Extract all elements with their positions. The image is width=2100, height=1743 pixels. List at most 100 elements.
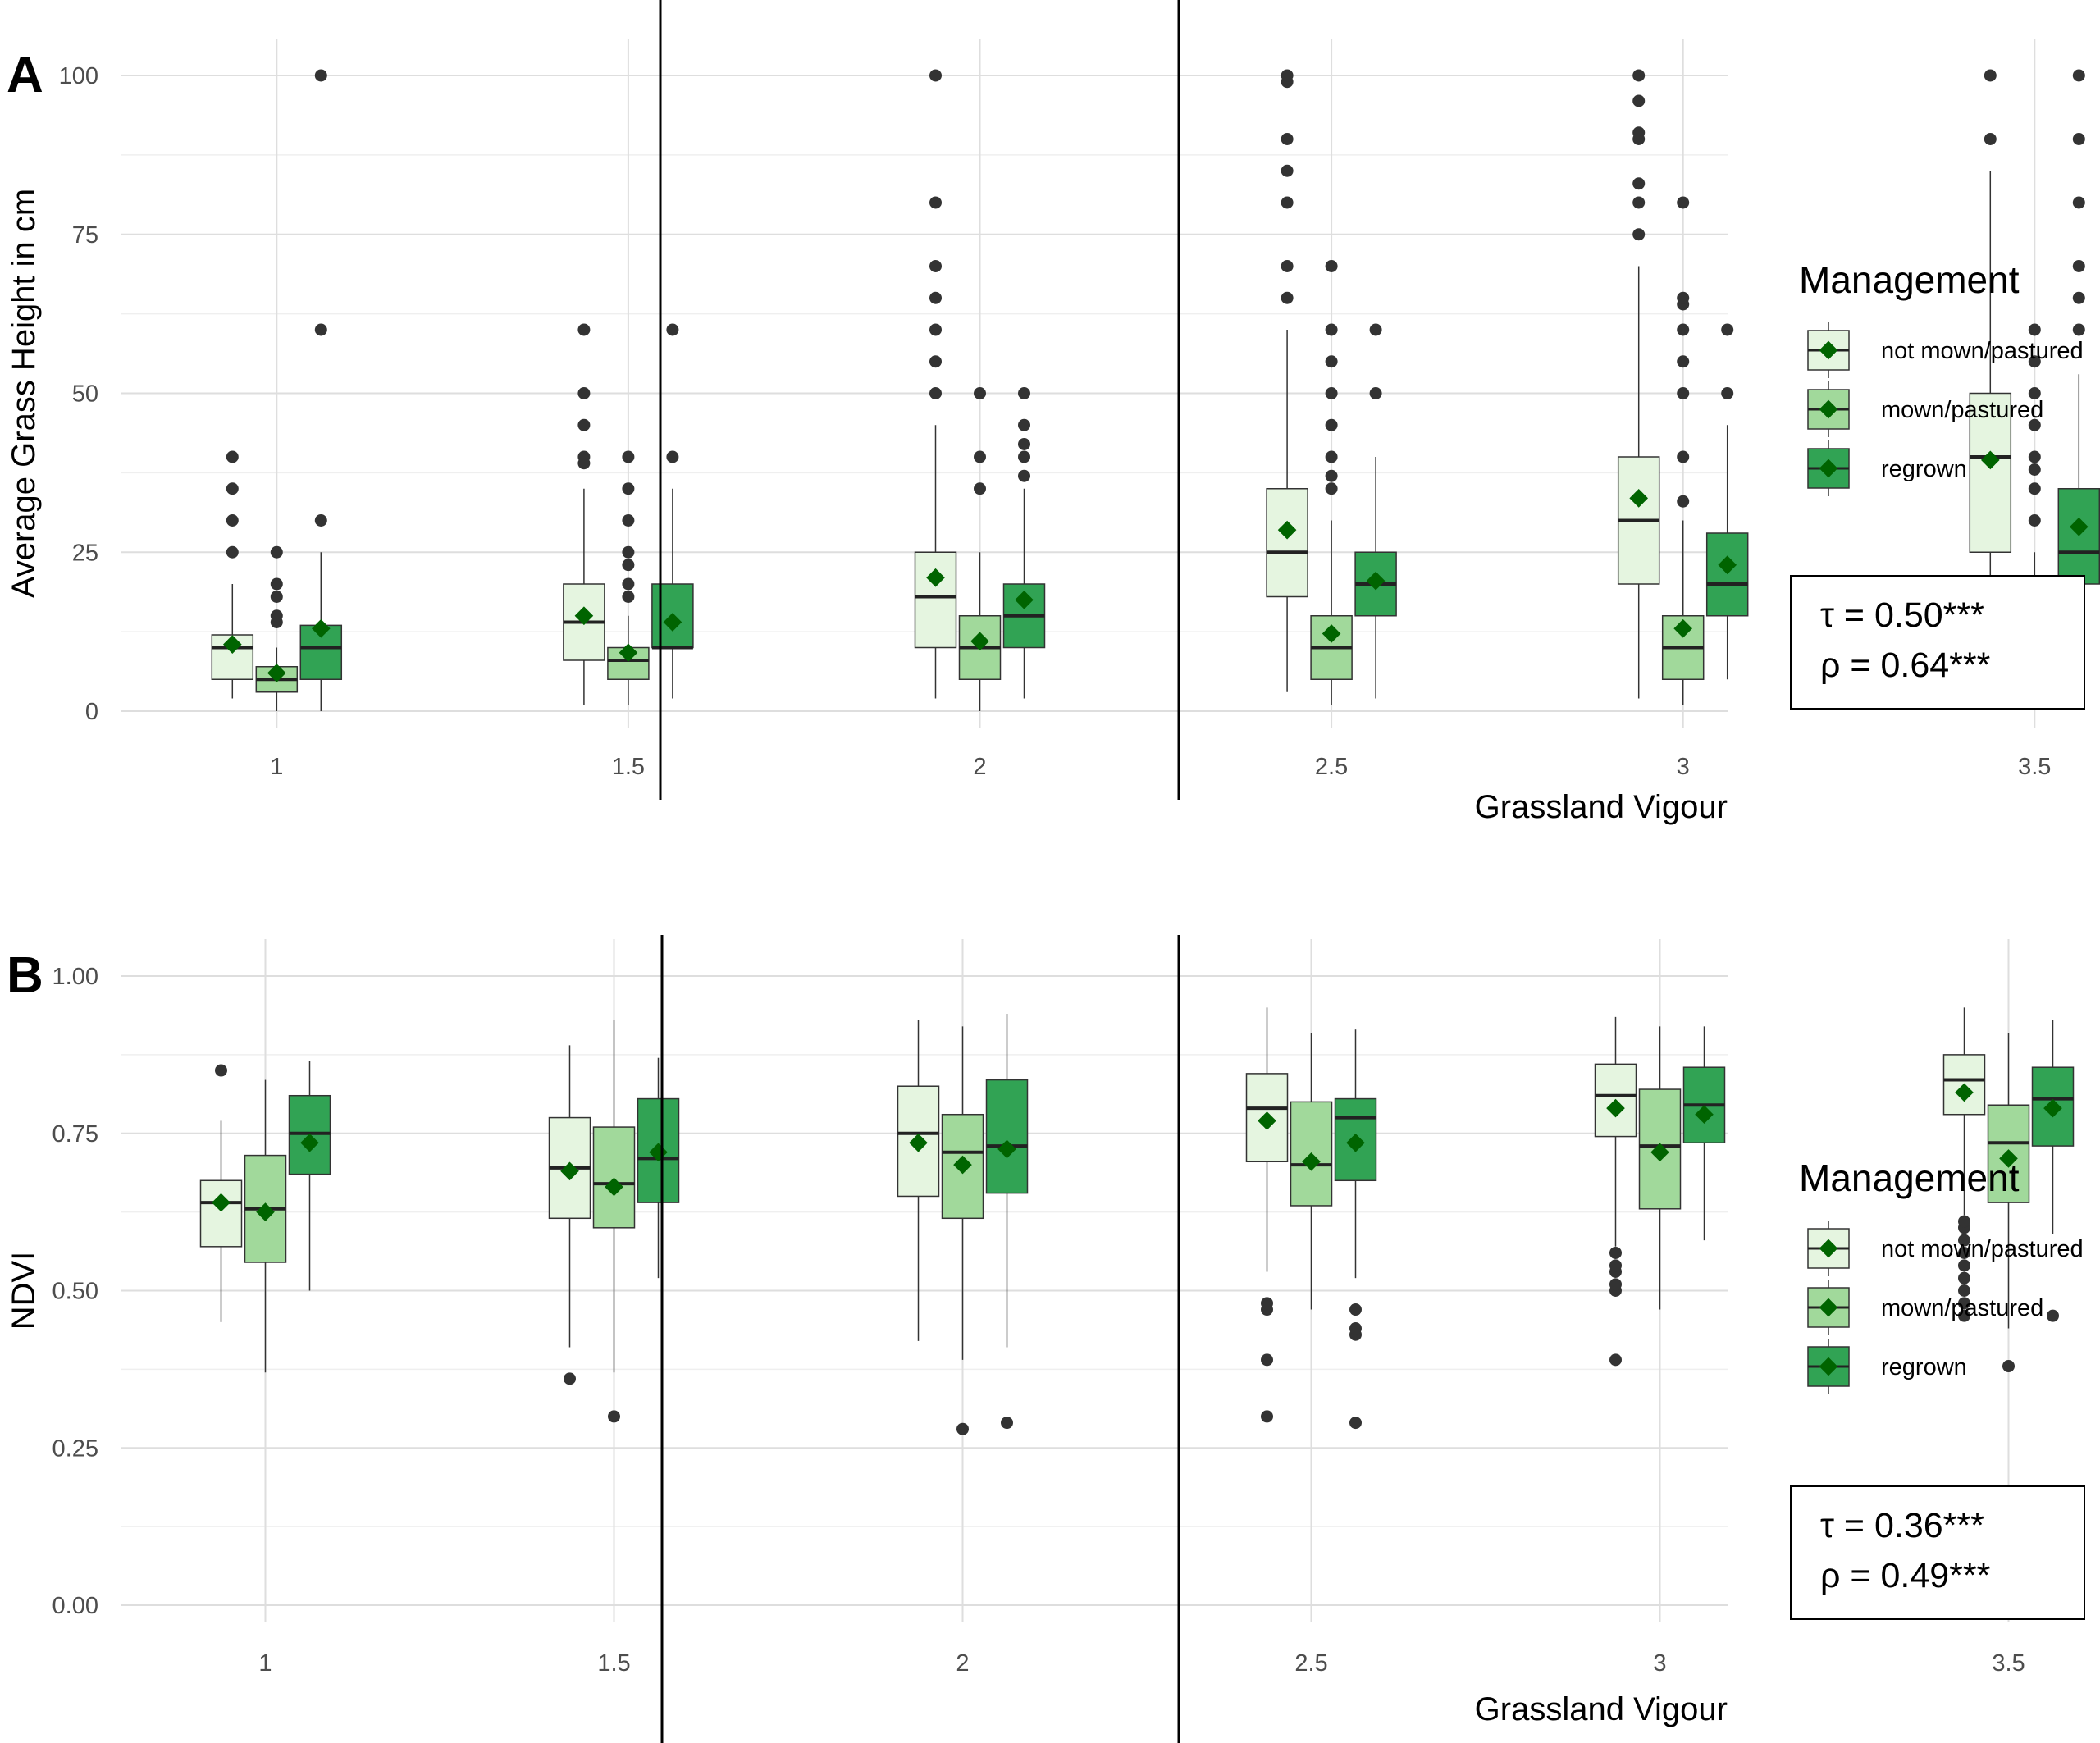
- legend-item-label: mown/pastured: [1881, 1295, 2043, 1321]
- mean-marker: [1955, 1083, 1974, 1102]
- outlier-point: [666, 323, 679, 336]
- outlier-point: [2028, 418, 2041, 431]
- box-body: [1705, 532, 1749, 617]
- outlier-point: [2072, 196, 2085, 209]
- mean-marker: [970, 632, 989, 651]
- box-regrown-3: [1682, 1026, 1726, 1241]
- box-not_mown-3: [1594, 1016, 1637, 1367]
- outlier-point: [1958, 1309, 1970, 1322]
- box-regrown-1.5: [637, 1057, 680, 1279]
- outlier-point: [314, 69, 327, 82]
- stats-border: [1790, 1485, 2085, 1620]
- outlier-point: [2072, 133, 2085, 145]
- outlier-point: [564, 1372, 576, 1385]
- outlier-point: [622, 545, 635, 559]
- box-not_mown-3: [1617, 69, 1660, 699]
- outlier-point: [1281, 69, 1294, 82]
- outlier-point: [929, 196, 942, 209]
- x-tick-label: 1.5: [597, 1650, 630, 1677]
- mean-marker: [998, 1139, 1016, 1159]
- mean-marker: [1673, 618, 1693, 638]
- outlier-point: [1325, 469, 1338, 482]
- mean-marker: [1322, 624, 1341, 643]
- outlier-point: [2028, 463, 2041, 476]
- outlier-point: [1677, 355, 1690, 368]
- outlier-point: [1632, 126, 1646, 139]
- box-mown-3: [1661, 196, 1705, 705]
- box-body: [1969, 392, 2012, 553]
- outlier-point: [929, 69, 942, 82]
- outlier-point: [974, 482, 986, 495]
- outlier-point: [1677, 291, 1690, 304]
- x-tick-label: 3.5: [1992, 1650, 2025, 1677]
- box-body: [1266, 488, 1308, 598]
- y-tick-label: 50: [72, 381, 98, 408]
- mean-marker: [619, 643, 638, 663]
- outlier-point: [622, 482, 635, 495]
- box-body: [985, 1079, 1029, 1194]
- outlier-point: [1325, 260, 1338, 272]
- outlier-point: [2072, 291, 2085, 304]
- box-regrown-2: [1002, 387, 1046, 699]
- outlier-point: [1281, 196, 1294, 209]
- x-tick-label: 2: [973, 754, 986, 780]
- outlier-point: [974, 450, 986, 463]
- mean-marker: [1366, 571, 1386, 591]
- legend-item-label: mown/pastured: [1881, 397, 2043, 423]
- outlier-point: [622, 450, 635, 463]
- box-regrown-3: [1705, 323, 1749, 680]
- outlier-point: [2002, 1360, 2015, 1373]
- outlier-point: [1984, 133, 1997, 145]
- outlier-point: [622, 559, 635, 572]
- mean-marker: [605, 1177, 623, 1197]
- y-tick-label: 1.00: [52, 964, 98, 990]
- outlier-point: [1281, 133, 1294, 145]
- y-tick-label: 0.25: [52, 1435, 98, 1462]
- box-regrown-2.5: [1354, 323, 1397, 699]
- outlier-point: [270, 545, 283, 559]
- outlier-point: [2028, 450, 2041, 463]
- outlier-point: [2072, 260, 2085, 272]
- outlier-point: [226, 514, 239, 527]
- outlier-point: [314, 323, 327, 336]
- legend-mean-marker: [1819, 459, 1838, 478]
- box-body: [2057, 488, 2100, 585]
- x-tick-label: 2.5: [1294, 1650, 1327, 1677]
- outlier-point: [1958, 1234, 1970, 1247]
- legend-mean-marker: [1819, 399, 1838, 419]
- box-body: [592, 1126, 636, 1229]
- outlier-point: [1018, 438, 1030, 450]
- outlier-point: [1018, 387, 1030, 399]
- panel-B: 0.000.250.500.751.0011.522.533.544.55Gra…: [6, 935, 2085, 1743]
- outlier-point: [1632, 177, 1646, 190]
- box-mown-1: [255, 545, 299, 711]
- outlier-point: [1677, 495, 1690, 508]
- y-tick-label: 25: [72, 540, 98, 566]
- outlier-point: [2028, 482, 2041, 495]
- outlier-point: [2028, 355, 2041, 368]
- box-not_mown-2: [897, 1020, 940, 1341]
- outlier-point: [1018, 450, 1030, 463]
- outlier-point: [622, 514, 635, 527]
- legend-title: Management: [1799, 1157, 2020, 1199]
- outlier-point: [1677, 323, 1690, 336]
- x-tick-label: 1: [258, 1650, 272, 1677]
- y-tick-label: 75: [72, 222, 98, 249]
- outlier-point: [1958, 1259, 1970, 1272]
- outlier-point: [1325, 387, 1338, 399]
- mean-marker: [926, 568, 945, 587]
- legend-item-label: not mown/pastured: [1881, 338, 2084, 364]
- outlier-point: [1325, 482, 1338, 495]
- mean-marker: [953, 1155, 972, 1175]
- outlier-point: [2028, 323, 2041, 336]
- tau-statistic: τ = 0.50***: [1820, 595, 1984, 635]
- outlier-point: [1609, 1353, 1622, 1367]
- box-not_mown-2.5: [1245, 1007, 1289, 1423]
- x-tick-label: 3: [1653, 1650, 1666, 1677]
- outlier-point: [226, 482, 239, 495]
- box-mown-3.5: [1987, 1033, 2030, 1373]
- box-body: [199, 1179, 243, 1248]
- outlier-point: [974, 387, 986, 399]
- outlier-point: [226, 450, 239, 463]
